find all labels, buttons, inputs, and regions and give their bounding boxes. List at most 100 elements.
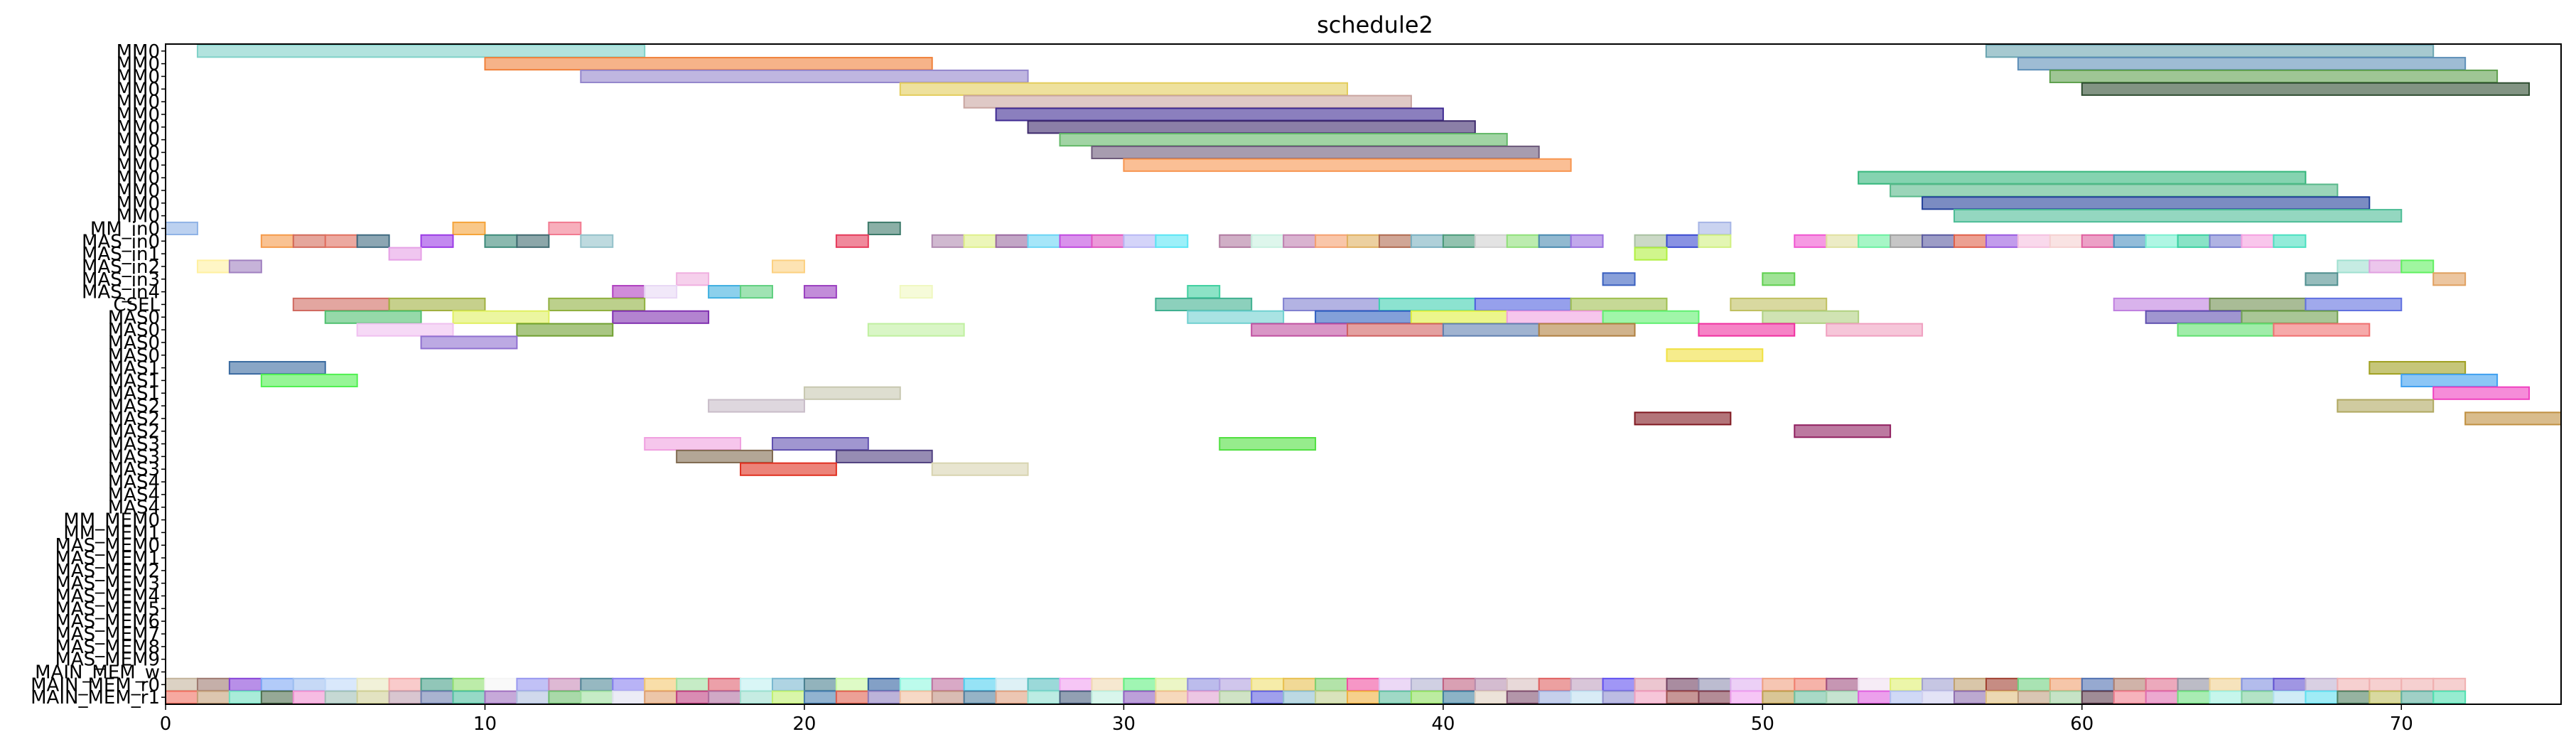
schedule-bar: [1091, 690, 1125, 704]
schedule-bar: [1794, 234, 1828, 248]
schedule-bar: [1283, 297, 1380, 311]
schedule-bar: [644, 437, 742, 451]
schedule-bar: [2049, 677, 2083, 691]
plot-frame: [165, 43, 2562, 705]
schedule-bar: [1698, 221, 1732, 236]
schedule-bar: [292, 297, 390, 311]
schedule-bar: [1059, 234, 1093, 248]
schedule-bar: [2113, 234, 2147, 248]
schedule-bar: [1730, 677, 1764, 691]
y-tick-label: MAS_MEM2: [55, 561, 160, 582]
schedule-bar: [388, 677, 422, 691]
y-tick-label: MAS_MEM0: [55, 535, 160, 556]
bars-layer: [165, 44, 2562, 704]
schedule-bar: [420, 234, 454, 248]
schedule-bar: [803, 677, 837, 691]
schedule-bar: [1698, 690, 1732, 704]
schedule-bar: [420, 335, 518, 350]
schedule-bar: [1634, 411, 1732, 426]
schedule-bar: [165, 221, 198, 236]
schedule-bar: [1442, 323, 1540, 337]
schedule-bar: [484, 234, 518, 248]
schedule-bar: [516, 690, 550, 704]
schedule-bar: [260, 677, 294, 691]
schedule-bar: [1762, 690, 1796, 704]
schedule-bar: [1474, 297, 1572, 311]
schedule-bar: [644, 690, 678, 704]
schedule-bar: [708, 677, 742, 691]
schedule-bar: [1123, 690, 1157, 704]
schedule-bar: [1634, 247, 1668, 261]
schedule-bar: [803, 285, 837, 299]
y-tick-label: MAS_in3: [82, 269, 160, 291]
schedule-bar: [228, 690, 262, 704]
y-tick-label: MAS_MEM5: [55, 598, 160, 620]
schedule-bar: [1187, 310, 1285, 324]
schedule-bar: [1794, 690, 1828, 704]
schedule-bar: [1251, 234, 1285, 248]
y-tick-label: MAS_MEM7: [55, 624, 160, 645]
schedule-bar: [260, 690, 294, 704]
x-tick-label: 30: [1112, 713, 1136, 735]
schedule-bar: [644, 285, 678, 299]
schedule-bar: [1315, 310, 1412, 324]
y-tick-label: MAS3: [108, 459, 160, 480]
schedule-bar: [324, 310, 422, 324]
schedule-bar: [1410, 690, 1444, 704]
schedule-bar: [708, 399, 805, 413]
schedule-bar: [2368, 690, 2403, 704]
schedule-bar: [740, 285, 773, 299]
y-tick-label: MM0: [117, 155, 160, 176]
schedule-bar: [1953, 690, 1987, 704]
schedule-bar: [1762, 310, 1860, 324]
y-tick-label: CSEL: [113, 294, 160, 316]
schedule-bar: [1251, 690, 1285, 704]
schedule-bar: [1187, 677, 1221, 691]
schedule-bar: [676, 677, 710, 691]
schedule-bar: [2209, 297, 2307, 311]
schedule-bar: [2305, 272, 2339, 286]
y-tick-label: MM0: [117, 54, 160, 75]
schedule-bar: [580, 234, 614, 248]
y-tick-label: MAS4: [108, 497, 160, 519]
schedule-bar: [420, 690, 454, 704]
schedule-bar: [388, 690, 422, 704]
schedule-bar: [1251, 677, 1285, 691]
x-tick-label: 60: [2070, 713, 2093, 735]
schedule-bar: [516, 677, 550, 691]
schedule-bar: [1219, 677, 1253, 691]
y-tick-label: MM0: [117, 142, 160, 163]
schedule-bar: [2432, 677, 2467, 691]
schedule-bar: [292, 690, 326, 704]
schedule-bar: [548, 690, 582, 704]
schedule-bar: [1027, 690, 1061, 704]
schedule-bar: [1155, 234, 1189, 248]
schedule-bar: [2400, 373, 2499, 387]
y-tick-label: MAS_MEM4: [55, 586, 160, 608]
schedule-bar: [867, 221, 901, 236]
y-tick-label: MAS_in1: [82, 244, 160, 265]
schedule-bar: [2273, 234, 2307, 248]
schedule-bar: [1953, 677, 1987, 691]
schedule-bar: [995, 107, 1444, 122]
schedule-bar: [2400, 690, 2435, 704]
y-tick-label: MM0: [117, 92, 160, 113]
schedule-bar: [1570, 690, 1604, 704]
schedule-bar: [1506, 677, 1540, 691]
schedule-bar: [2145, 677, 2179, 691]
x-tick-label: 70: [2390, 713, 2413, 735]
schedule-bar: [324, 677, 358, 691]
schedule-bar: [1538, 690, 1572, 704]
schedule-bar: [1570, 234, 1604, 248]
schedule-bar: [2400, 677, 2435, 691]
schedule-bar: [2017, 690, 2051, 704]
schedule-bar: [2177, 323, 2275, 337]
schedule-bar: [1666, 677, 1700, 691]
schedule-bar: [1442, 677, 1476, 691]
schedule-bar: [1826, 234, 1860, 248]
schedule-bar: [1985, 234, 2019, 248]
schedule-bar: [1762, 677, 1796, 691]
schedule-bar: [1219, 437, 1317, 451]
schedule-bar: [2305, 677, 2339, 691]
schedule-bar: [2209, 690, 2243, 704]
